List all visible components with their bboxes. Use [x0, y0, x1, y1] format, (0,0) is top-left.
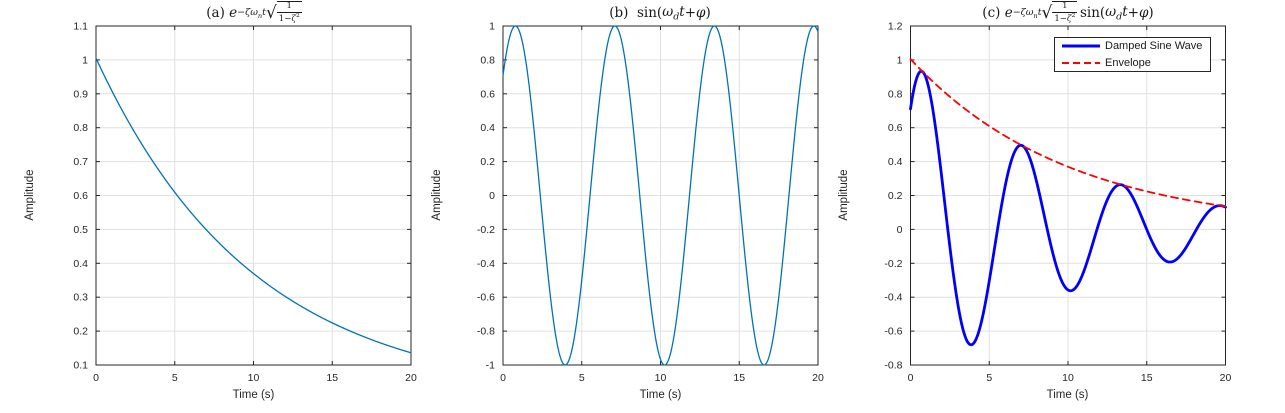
panel-a-ytick-label: 1 — [82, 54, 88, 66]
legend-line-envelope — [1062, 61, 1100, 64]
panel-b-axes: 0 5 10 15 20 -1 -0.8 -0.6 -0.4 -0.2 0 0.2 0.4 0.6 0.8 1 — [477, 21, 824, 385]
panel-b-ytick-label: 0.2 — [480, 156, 495, 168]
panel-c-title: (c) e −ζωnt √ 1 1−ζ2 sin(ωdt + φ) — [982, 1, 1154, 24]
panel-c-xlabel: Time (s) — [1046, 389, 1089, 401]
panel-b-xtick-label: 20 — [812, 372, 824, 384]
legend-line-damped-sine — [1062, 44, 1100, 48]
panel-b-ytick-label: 0 — [489, 190, 495, 202]
panel-b-xlabel: Time (s) — [639, 389, 682, 401]
panel-c-ytick-label: 0.4 — [888, 156, 903, 168]
panel-a-xtick-label: 10 — [248, 372, 260, 384]
panel-c-ytick-label: 1.2 — [888, 21, 903, 33]
panel-b-ytick-label: 0.6 — [480, 88, 495, 100]
panel-a-ylabel: Amplitude — [24, 169, 36, 221]
curve-sinusoid — [502, 25, 819, 366]
panel-a-title: (a) e −ζωnt √ 1 1−ζ2 — [206, 1, 302, 24]
panel-c-ytick-label: -0.2 — [884, 258, 902, 270]
panel-a-xtick-label: 5 — [172, 372, 178, 384]
panel-b-ytick-label: -1 — [486, 360, 495, 372]
panel-a-xlabel: Time (s) — [232, 389, 275, 401]
panel-c-xtick-label: 15 — [1141, 372, 1153, 384]
panel-c-ytick-label: 0.6 — [888, 122, 903, 134]
panel-b-xtick-label: 15 — [733, 372, 745, 384]
curve-envelope — [909, 58, 1227, 208]
legend-label-envelope: Envelope — [1105, 56, 1151, 69]
panel-c-xtick-label: 20 — [1220, 372, 1232, 384]
legend-label-damped-sine: Damped Sine Wave — [1105, 40, 1203, 53]
panel-a-xtick-label: 20 — [405, 372, 417, 384]
panel-c-ylabel: Amplitude — [838, 169, 850, 221]
panel-a-ytick-label: 0.6 — [73, 190, 88, 202]
panel-b-ytick-label: 1 — [489, 21, 495, 33]
panel-a-ytick-label: 0.1 — [73, 360, 88, 372]
curve-exponential-decay — [95, 57, 412, 354]
legend-box: Damped Sine Wave Envelope — [1054, 37, 1211, 72]
panel-a-ytick-label: 1.1 — [73, 21, 88, 33]
panel-a-axes: 0 5 10 15 20 0.1 0.2 0.3 0.4 0.5 0.6 0.7 0.8 0.9 1 1.1 — [73, 21, 417, 385]
panel-b-ytick-label: 0.4 — [480, 122, 495, 134]
panel-b-ytick-label: -0.8 — [477, 326, 495, 338]
panel-b-xtick-label: 0 — [500, 372, 506, 384]
panel-c-ytick-label: 0.8 — [888, 88, 903, 100]
panel-a-ytick-label: 0.5 — [73, 224, 88, 236]
panel-b-title: (b) sin(ωdt + φ) — [609, 3, 711, 23]
panel-a-ytick-label: 0.8 — [73, 122, 88, 134]
panel-a-ytick-label: 0.9 — [73, 88, 88, 100]
legend-entry-envelope: Envelope — [1055, 55, 1210, 71]
panel-b-ytick-label: 0.8 — [480, 54, 495, 66]
panel-b-ylabel: Amplitude — [431, 169, 443, 221]
panel-a-xtick-label: 15 — [326, 372, 338, 384]
panel-a-ytick-label: 0.3 — [73, 292, 88, 304]
panel-a-ytick-label: 0.4 — [73, 258, 88, 270]
panel-c-ytick-label: -0.8 — [884, 360, 902, 372]
legend-entry-damped-sine: Damped Sine Wave — [1055, 38, 1210, 54]
panel-c-ytick-label: -0.6 — [884, 326, 902, 338]
panel-c-xtick-label: 5 — [986, 372, 992, 384]
panel-c-axes: 0 5 10 15 20 -0.8 -0.6 -0.4 -0.2 0 0.2 0.4 0.6 0.8 1 1.… — [884, 21, 1231, 385]
panel-a-ytick-label: 0.7 — [73, 156, 88, 168]
panel-b-ytick-label: -0.4 — [477, 258, 495, 270]
panel-a-xtick-label: 0 — [93, 372, 99, 384]
panel-b-ytick-label: -0.2 — [477, 224, 495, 236]
panel-c-ytick-label: -0.4 — [884, 292, 902, 304]
curve-damped-sine-wave — [909, 69, 1227, 347]
panel-b-xtick-label: 5 — [579, 372, 585, 384]
panel-c-ytick-label: 0 — [897, 224, 903, 236]
panel-a-ytick-label: 0.2 — [73, 326, 88, 338]
panel-c-ytick-label: 1 — [897, 54, 903, 66]
panel-b-ytick-label: -0.6 — [477, 292, 495, 304]
panel-c-ytick-label: 0.2 — [888, 190, 903, 202]
panel-c-xtick-label: 0 — [908, 372, 914, 384]
panel-b-xtick-label: 10 — [655, 372, 667, 384]
panel-c-xtick-label: 10 — [1062, 372, 1074, 384]
